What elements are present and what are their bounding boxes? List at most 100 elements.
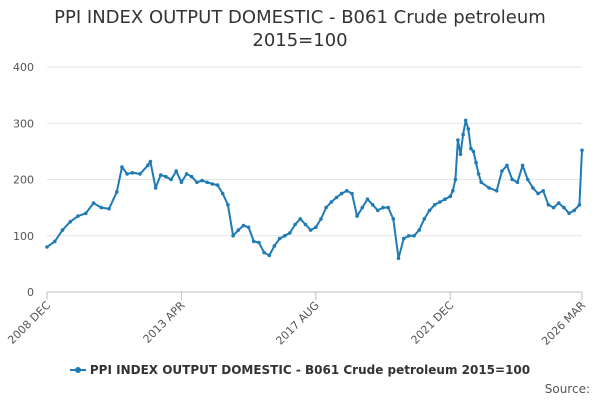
- data-point[interactable]: [53, 239, 57, 244]
- data-point[interactable]: [432, 203, 437, 207]
- data-point[interactable]: [308, 228, 313, 232]
- data-point[interactable]: [189, 174, 194, 179]
- data-point[interactable]: [339, 191, 344, 196]
- data-point[interactable]: [479, 180, 484, 185]
- data-point[interactable]: [500, 169, 504, 173]
- data-point[interactable]: [324, 205, 328, 210]
- data-point[interactable]: [453, 177, 458, 182]
- data-point[interactable]: [520, 163, 525, 168]
- data-point[interactable]: [567, 211, 571, 216]
- data-point[interactable]: [556, 201, 561, 205]
- data-point[interactable]: [158, 173, 163, 177]
- data-point[interactable]: [241, 223, 246, 228]
- data-point[interactable]: [580, 148, 584, 153]
- data-point[interactable]: [220, 191, 225, 196]
- data-point[interactable]: [226, 203, 230, 207]
- data-point[interactable]: [531, 186, 535, 190]
- data-point[interactable]: [210, 182, 215, 186]
- data-point[interactable]: [365, 197, 370, 201]
- data-point[interactable]: [370, 203, 375, 207]
- data-point[interactable]: [474, 160, 478, 165]
- data-point[interactable]: [438, 200, 442, 204]
- data-point[interactable]: [469, 146, 473, 151]
- data-point[interactable]: [505, 163, 509, 168]
- data-point[interactable]: [195, 180, 199, 185]
- data-point[interactable]: [68, 219, 73, 224]
- data-point[interactable]: [396, 256, 401, 261]
- data-point[interactable]: [200, 178, 204, 183]
- data-point[interactable]: [153, 186, 158, 190]
- data-point[interactable]: [386, 205, 391, 210]
- data-point[interactable]: [60, 228, 65, 232]
- data-point[interactable]: [99, 205, 104, 210]
- data-point[interactable]: [417, 228, 422, 232]
- data-point[interactable]: [466, 127, 471, 131]
- data-point[interactable]: [476, 172, 481, 176]
- data-point[interactable]: [184, 172, 189, 176]
- data-point[interactable]: [562, 205, 566, 210]
- data-point[interactable]: [407, 234, 411, 238]
- data-point[interactable]: [125, 172, 129, 176]
- data-point[interactable]: [487, 186, 491, 190]
- data-point[interactable]: [458, 152, 463, 156]
- data-point[interactable]: [448, 194, 453, 199]
- data-point[interactable]: [541, 189, 545, 193]
- data-point[interactable]: [130, 171, 135, 175]
- data-point[interactable]: [303, 222, 308, 227]
- data-point[interactable]: [179, 180, 184, 185]
- data-point[interactable]: [422, 217, 427, 221]
- data-point[interactable]: [345, 189, 349, 193]
- data-point[interactable]: [381, 205, 385, 210]
- data-point[interactable]: [257, 240, 261, 245]
- data-point[interactable]: [164, 174, 168, 179]
- data-point[interactable]: [329, 200, 334, 204]
- data-point[interactable]: [443, 197, 447, 201]
- data-point[interactable]: [277, 236, 282, 241]
- data-point[interactable]: [146, 163, 150, 168]
- data-point[interactable]: [463, 118, 468, 123]
- data-point[interactable]: [107, 207, 111, 211]
- data-point[interactable]: [231, 234, 235, 238]
- data-point[interactable]: [267, 253, 272, 258]
- data-point[interactable]: [350, 191, 354, 196]
- data-point[interactable]: [546, 203, 551, 207]
- data-point[interactable]: [272, 244, 277, 248]
- data-point[interactable]: [252, 239, 256, 244]
- data-point[interactable]: [174, 169, 178, 173]
- data-point[interactable]: [115, 190, 119, 194]
- data-point[interactable]: [314, 225, 318, 230]
- data-point[interactable]: [246, 225, 251, 230]
- data-point[interactable]: [376, 208, 380, 213]
- data-point[interactable]: [551, 205, 556, 210]
- data-point[interactable]: [525, 177, 530, 182]
- data-point[interactable]: [451, 189, 455, 193]
- data-point[interactable]: [84, 211, 88, 216]
- data-point[interactable]: [319, 217, 323, 221]
- data-point[interactable]: [536, 191, 540, 196]
- data-point[interactable]: [391, 217, 396, 221]
- data-point[interactable]: [471, 149, 476, 154]
- legend[interactable]: PPI INDEX OUTPUT DOMESTIC - B061 Crude p…: [0, 363, 600, 377]
- data-point[interactable]: [215, 183, 220, 187]
- data-point[interactable]: [461, 132, 465, 137]
- data-point[interactable]: [456, 138, 460, 142]
- data-point[interactable]: [401, 236, 406, 241]
- data-point[interactable]: [45, 245, 49, 249]
- data-point[interactable]: [120, 165, 124, 169]
- data-point[interactable]: [360, 205, 365, 210]
- data-point[interactable]: [510, 177, 514, 182]
- data-point[interactable]: [334, 195, 339, 200]
- data-point[interactable]: [298, 217, 303, 221]
- data-point[interactable]: [494, 189, 499, 193]
- data-point[interactable]: [572, 208, 576, 213]
- data-point[interactable]: [76, 214, 80, 218]
- data-point[interactable]: [169, 177, 173, 182]
- data-point[interactable]: [427, 208, 432, 213]
- data-point[interactable]: [283, 234, 287, 238]
- data-point[interactable]: [577, 203, 582, 207]
- data-point[interactable]: [262, 250, 266, 255]
- data-point[interactable]: [293, 222, 297, 227]
- data-point[interactable]: [91, 201, 96, 205]
- data-point[interactable]: [138, 172, 142, 176]
- data-point[interactable]: [515, 180, 520, 185]
